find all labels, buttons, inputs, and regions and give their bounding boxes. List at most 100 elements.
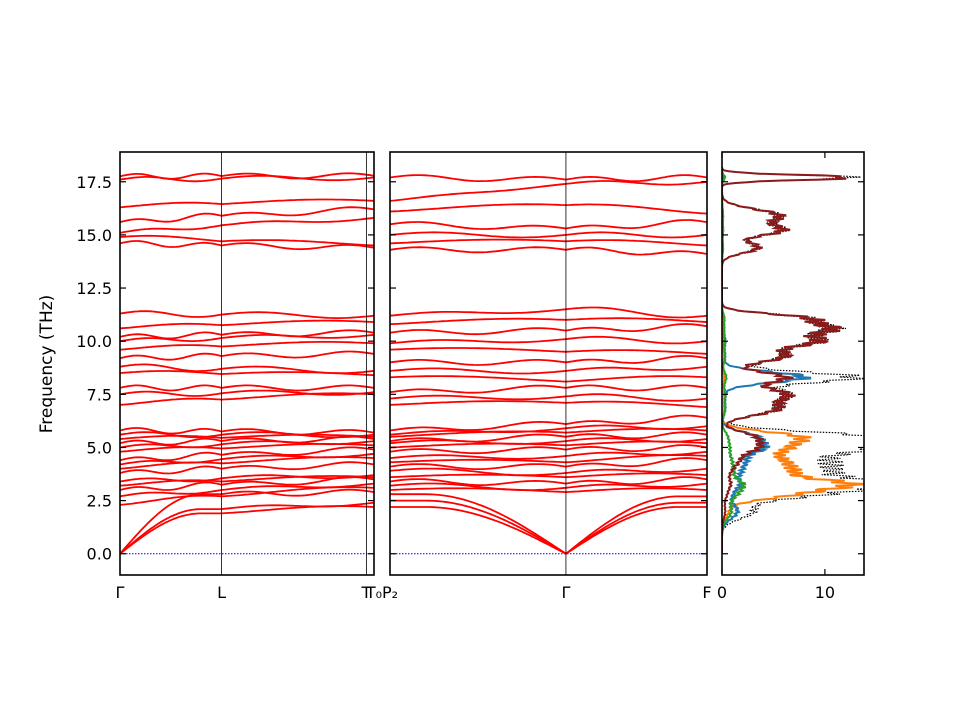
band-line — [390, 463, 567, 471]
x-tick-label: 10 — [815, 583, 835, 602]
band-line — [565, 472, 707, 479]
band-line — [390, 506, 567, 555]
band-line — [390, 183, 566, 202]
dos-curves — [722, 166, 864, 554]
band-line — [565, 231, 707, 239]
band-line — [565, 495, 707, 555]
band-line — [565, 203, 707, 215]
band-line — [120, 370, 222, 375]
band-line — [565, 476, 707, 486]
y-tick-label: 15.0 — [76, 226, 112, 245]
dos-series-green — [722, 166, 747, 554]
band-line — [120, 437, 222, 446]
band-line — [390, 384, 567, 394]
band-line — [390, 427, 566, 436]
band-line — [221, 217, 374, 227]
band-line — [565, 317, 707, 323]
band-line — [221, 474, 374, 480]
band-line — [221, 392, 374, 401]
band-line — [221, 486, 374, 498]
band-line — [390, 203, 566, 213]
band-line — [565, 450, 707, 457]
dos-series-total — [722, 166, 864, 554]
band-line — [221, 384, 374, 392]
plot-frame — [721, 151, 865, 576]
band-line — [390, 246, 567, 254]
x-tick-label: 0 — [717, 583, 727, 602]
band-line — [120, 172, 222, 180]
band-line — [565, 437, 707, 443]
band-line — [565, 174, 707, 183]
high-symmetry-label: T — [360, 583, 371, 602]
band-line — [221, 206, 374, 217]
band-line — [390, 493, 567, 555]
band-line — [221, 242, 374, 251]
band-line — [120, 397, 222, 406]
band-line — [390, 478, 567, 487]
band-line — [565, 414, 707, 425]
band-line — [221, 172, 374, 180]
band-line — [565, 506, 707, 555]
band-line — [390, 433, 567, 443]
band-line — [120, 344, 222, 351]
band-line — [565, 482, 707, 489]
band-line — [120, 451, 222, 462]
band-line — [565, 349, 707, 355]
band-line — [390, 338, 566, 345]
band-line — [120, 240, 222, 248]
band-line — [565, 384, 707, 392]
band-line — [390, 420, 567, 432]
high-symmetry-label: Γ — [561, 583, 570, 602]
band-line — [565, 306, 707, 319]
band-line — [120, 212, 222, 223]
band-line — [120, 427, 222, 435]
band-line — [390, 231, 566, 239]
band-line — [221, 365, 374, 375]
high-symmetry-label: T₀ — [365, 583, 382, 602]
band-line — [390, 358, 567, 366]
band-line — [390, 327, 567, 336]
band-line — [565, 444, 707, 453]
band-line — [390, 317, 566, 326]
band-line — [120, 493, 222, 555]
band-line — [565, 375, 707, 383]
band-line — [221, 311, 374, 320]
band-line — [221, 350, 374, 359]
band-line — [120, 431, 222, 439]
band-line — [120, 465, 222, 475]
band-line — [565, 400, 707, 408]
band-line — [390, 174, 567, 183]
band-line — [221, 319, 374, 327]
band-line — [390, 446, 567, 455]
band-line — [120, 310, 222, 318]
band-line — [565, 457, 707, 468]
band-line — [565, 487, 707, 493]
band-line — [221, 501, 374, 510]
band-line — [120, 201, 222, 209]
band-line — [390, 400, 566, 406]
band-line — [390, 499, 567, 555]
band-line — [221, 428, 374, 436]
high-symmetry-label: L — [217, 583, 226, 602]
band-line — [221, 482, 374, 491]
band-line — [390, 482, 566, 492]
dos-panel: 0 10 — [717, 151, 865, 602]
high-symmetry-label: P₂ — [382, 583, 398, 602]
band-line — [120, 481, 222, 491]
high-symmetry-label: F — [702, 583, 711, 602]
band-line — [390, 454, 566, 460]
band-line — [390, 221, 567, 230]
band-line — [120, 446, 222, 453]
band-line — [120, 224, 222, 234]
band-lines — [120, 172, 374, 555]
band-line — [565, 246, 707, 256]
band-line — [221, 488, 374, 497]
band-line — [120, 331, 222, 340]
band-line — [221, 329, 374, 338]
dos-series-orange — [722, 166, 864, 554]
band-line — [221, 340, 374, 348]
band-line — [120, 352, 222, 361]
band-panel-path-2: P₂ Γ F — [382, 151, 712, 602]
band-line — [120, 363, 222, 373]
band-line — [120, 443, 222, 449]
